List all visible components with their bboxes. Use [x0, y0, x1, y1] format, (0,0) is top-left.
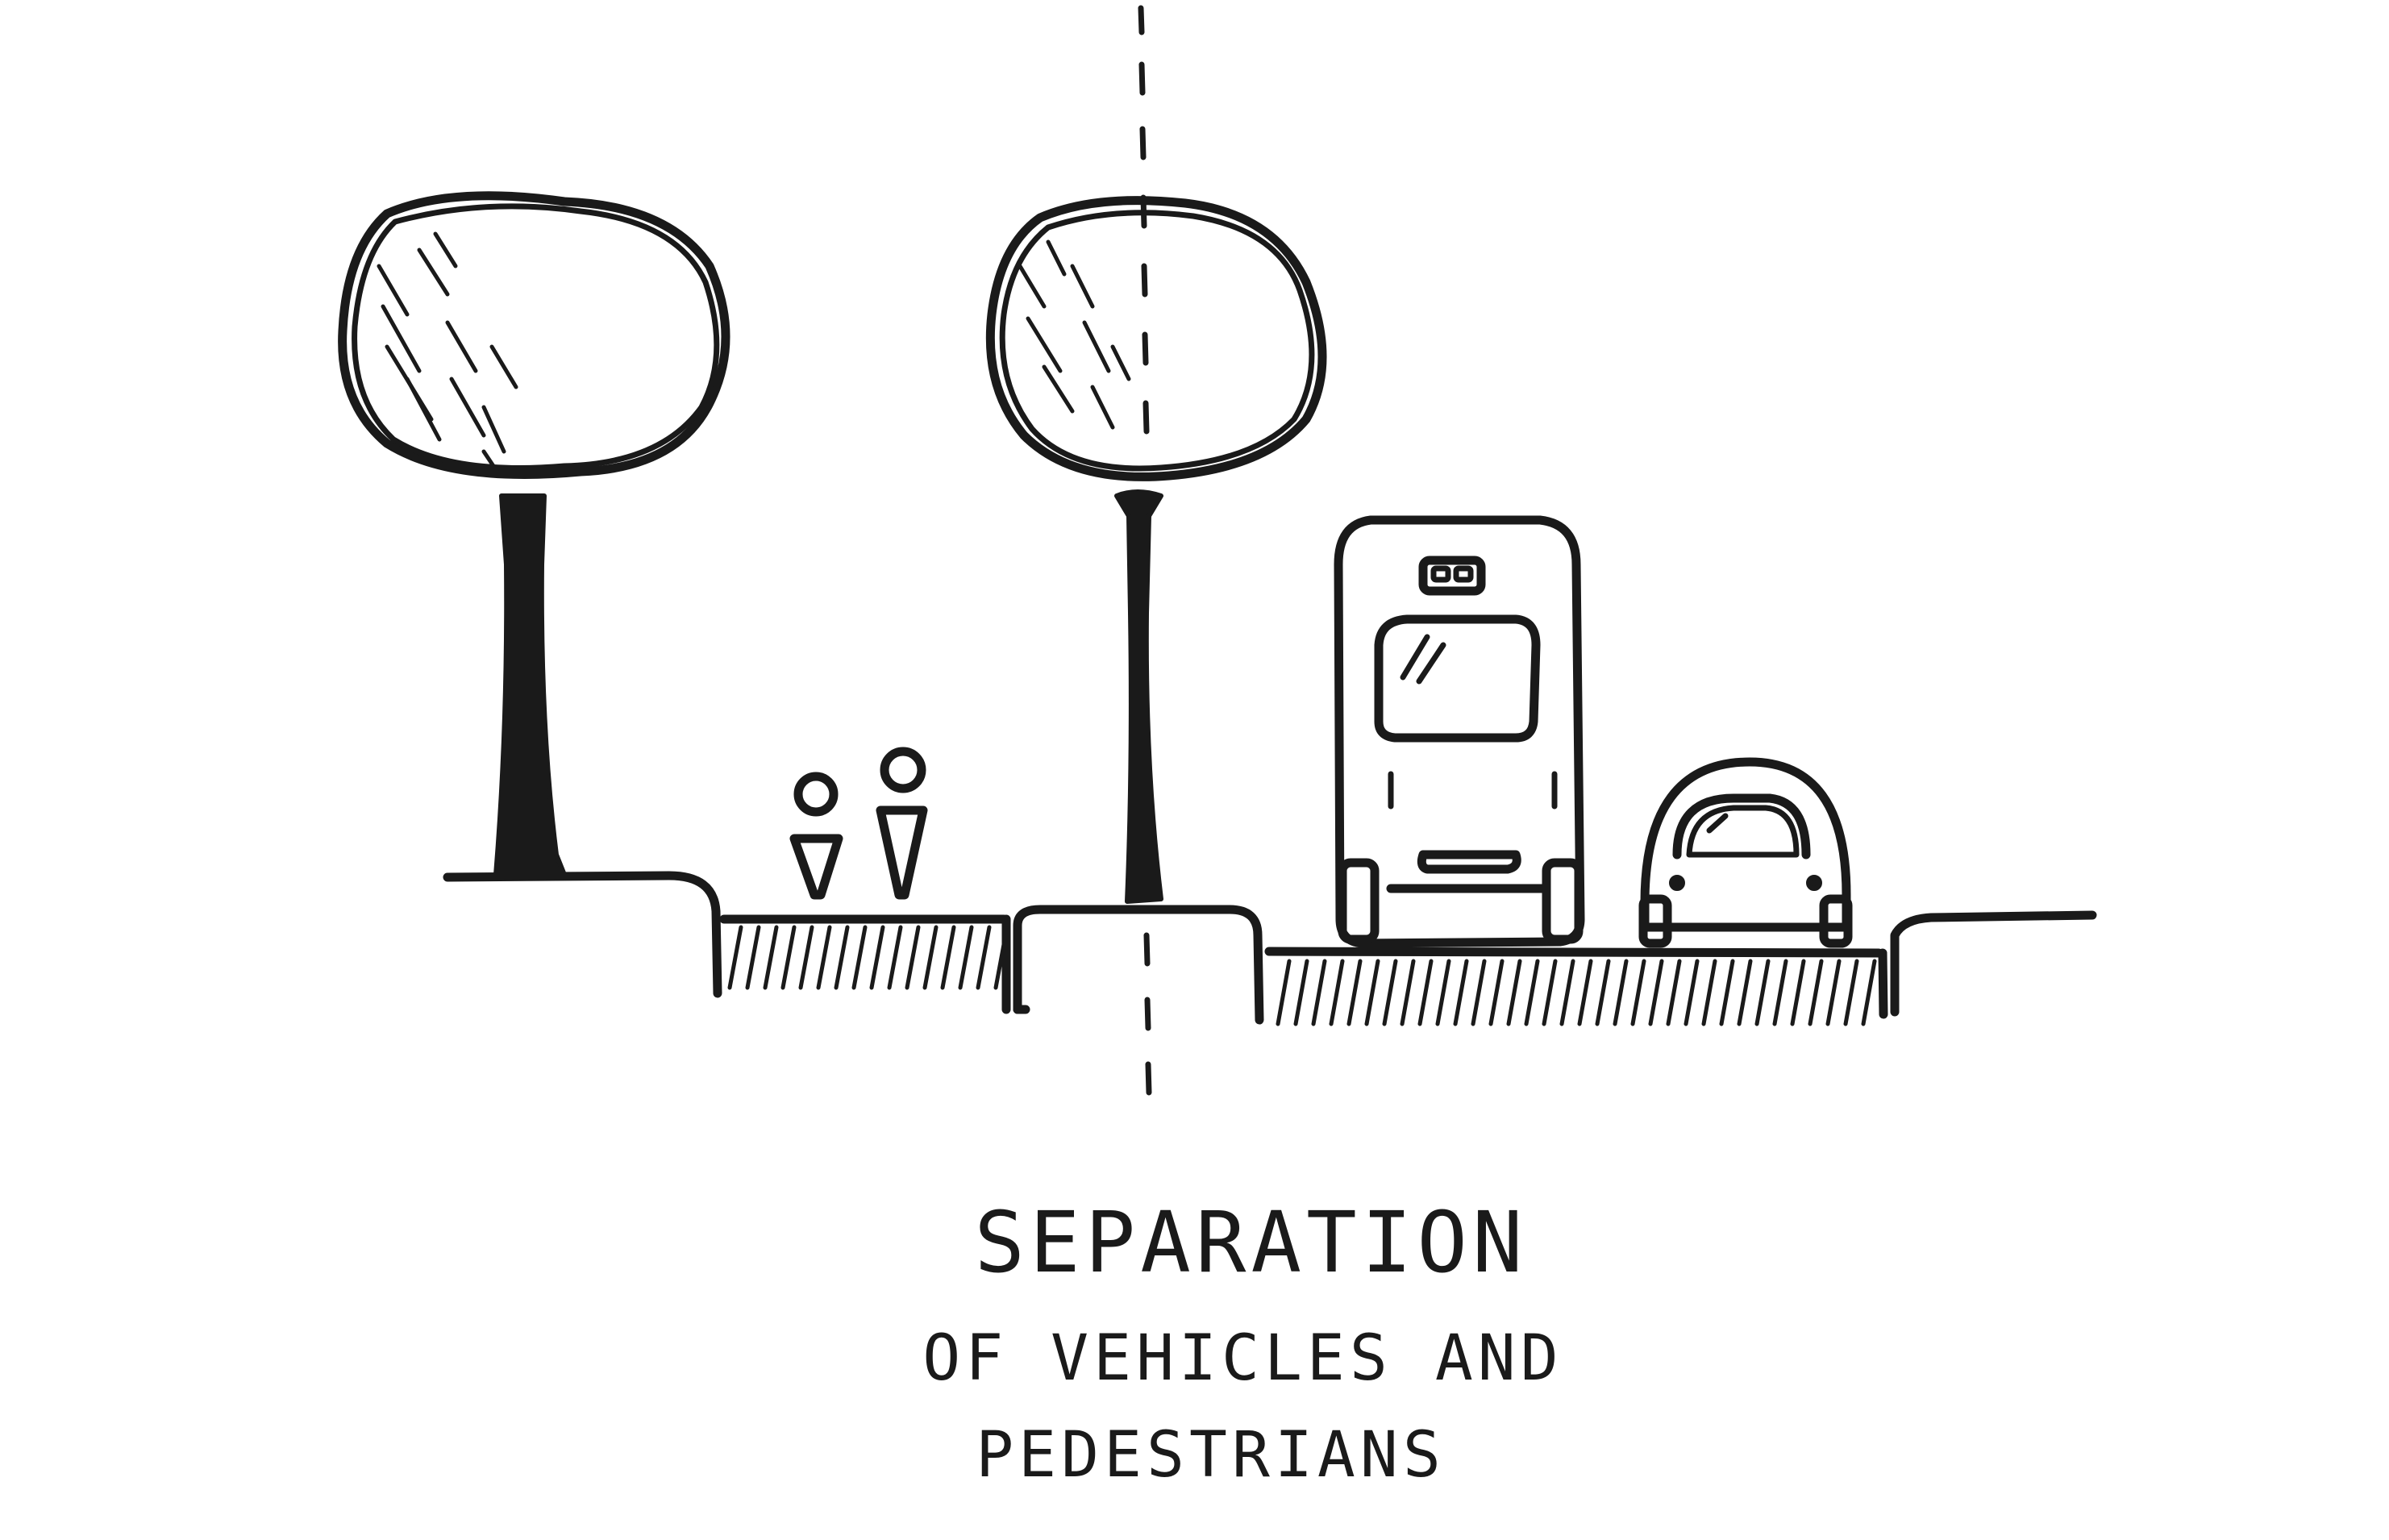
bus	[1334, 515, 1585, 948]
sidewalk-hatching	[727, 925, 1009, 990]
tree-left	[338, 191, 730, 877]
pedestrian-left	[789, 772, 843, 900]
diagram-title: SEPARATION	[974, 1193, 1528, 1292]
road-hatching	[1276, 959, 1877, 1026]
ground-profile	[443, 871, 2097, 1025]
car	[1638, 757, 1853, 948]
pedestrian-right	[876, 747, 928, 900]
diagram-subtitle-line-1: OF VEHICLES AND	[922, 1322, 1563, 1395]
tree-center	[985, 196, 1327, 904]
diagram-subtitle-line-2: PEDESTRIANS	[976, 1419, 1446, 1492]
